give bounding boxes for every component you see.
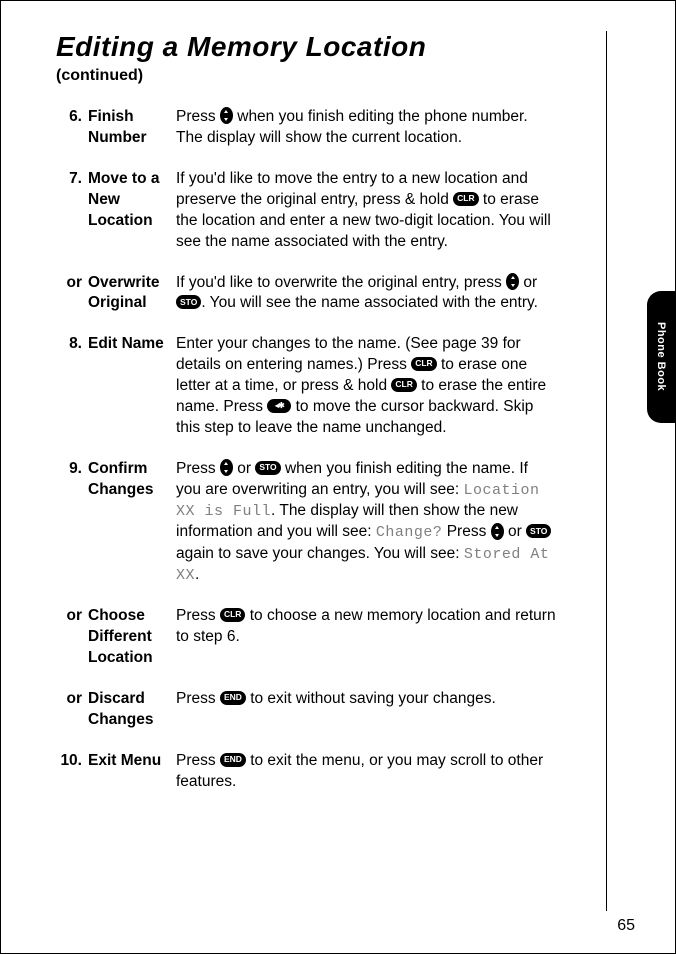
step-number: 10. <box>56 751 88 793</box>
step-label: Edit Name <box>88 334 176 439</box>
lcd-display-text: Change? <box>376 524 443 541</box>
nav-key-icon <box>506 273 519 290</box>
steps-list: 6.Finish NumberPress when you finish edi… <box>56 107 556 793</box>
clr-key-icon: CLR <box>411 357 436 371</box>
step-row: 6.Finish NumberPress when you finish edi… <box>56 107 556 149</box>
step-number: 6. <box>56 107 88 149</box>
nav-key-icon <box>491 523 504 540</box>
nav-key-icon <box>220 107 233 124</box>
step-number: or <box>56 273 88 315</box>
page-title: Editing a Memory Location <box>56 31 635 63</box>
step-label: Move to a New Location <box>88 169 176 253</box>
step-label: Finish Number <box>88 107 176 149</box>
step-description: Press CLR to choose a new memory locatio… <box>176 606 556 669</box>
step-row: orDiscard ChangesPress END to exit witho… <box>56 689 556 731</box>
clr-key-icon: CLR <box>220 608 245 622</box>
step-description: If you'd like to overwrite the original … <box>176 273 556 315</box>
step-label: Discard Changes <box>88 689 176 731</box>
clr-key-icon: CLR <box>391 378 416 392</box>
step-label: Confirm Changes <box>88 459 176 586</box>
step-description: Press END to exit the menu, or you may s… <box>176 751 556 793</box>
manual-page: Editing a Memory Location (continued) 6.… <box>1 1 675 953</box>
step-number: or <box>56 606 88 669</box>
page-number: 65 <box>617 917 635 935</box>
step-description: Press or STO when you finish editing the… <box>176 459 556 586</box>
vertical-divider <box>606 31 607 911</box>
step-number: 8. <box>56 334 88 439</box>
clr-key-icon: CLR <box>453 192 478 206</box>
back-star-key-icon <box>267 399 291 413</box>
step-row: 7.Move to a New LocationIf you'd like to… <box>56 169 556 253</box>
sto-key-icon: STO <box>526 524 551 538</box>
step-description: Press when you finish editing the phone … <box>176 107 556 149</box>
section-tab-label: Phone Book <box>655 322 667 391</box>
nav-key-icon <box>220 459 233 476</box>
step-row: 8.Edit NameEnter your changes to the nam… <box>56 334 556 439</box>
step-row: 9.Confirm ChangesPress or STO when you f… <box>56 459 556 586</box>
step-label: Choose Different Location <box>88 606 176 669</box>
step-row: orOverwrite OriginalIf you'd like to ove… <box>56 273 556 315</box>
page-subtitle: (continued) <box>56 67 635 85</box>
end-key-icon: END <box>220 691 246 705</box>
step-row: orChoose Different LocationPress CLR to … <box>56 606 556 669</box>
step-number: 7. <box>56 169 88 253</box>
step-label: Overwrite Original <box>88 273 176 315</box>
step-description: If you'd like to move the entry to a new… <box>176 169 556 253</box>
step-number: or <box>56 689 88 731</box>
step-number: 9. <box>56 459 88 586</box>
sto-key-icon: STO <box>255 461 280 475</box>
step-description: Enter your changes to the name. (See pag… <box>176 334 556 439</box>
lcd-display-text: Stored At XX <box>176 546 549 584</box>
step-label: Exit Menu <box>88 751 176 793</box>
lcd-display-text: Location XX is Full <box>176 482 539 520</box>
section-tab: Phone Book <box>647 291 675 423</box>
end-key-icon: END <box>220 753 246 767</box>
step-row: 10.Exit MenuPress END to exit the menu, … <box>56 751 556 793</box>
step-description: Press END to exit without saving your ch… <box>176 689 556 731</box>
sto-key-icon: STO <box>176 295 201 309</box>
